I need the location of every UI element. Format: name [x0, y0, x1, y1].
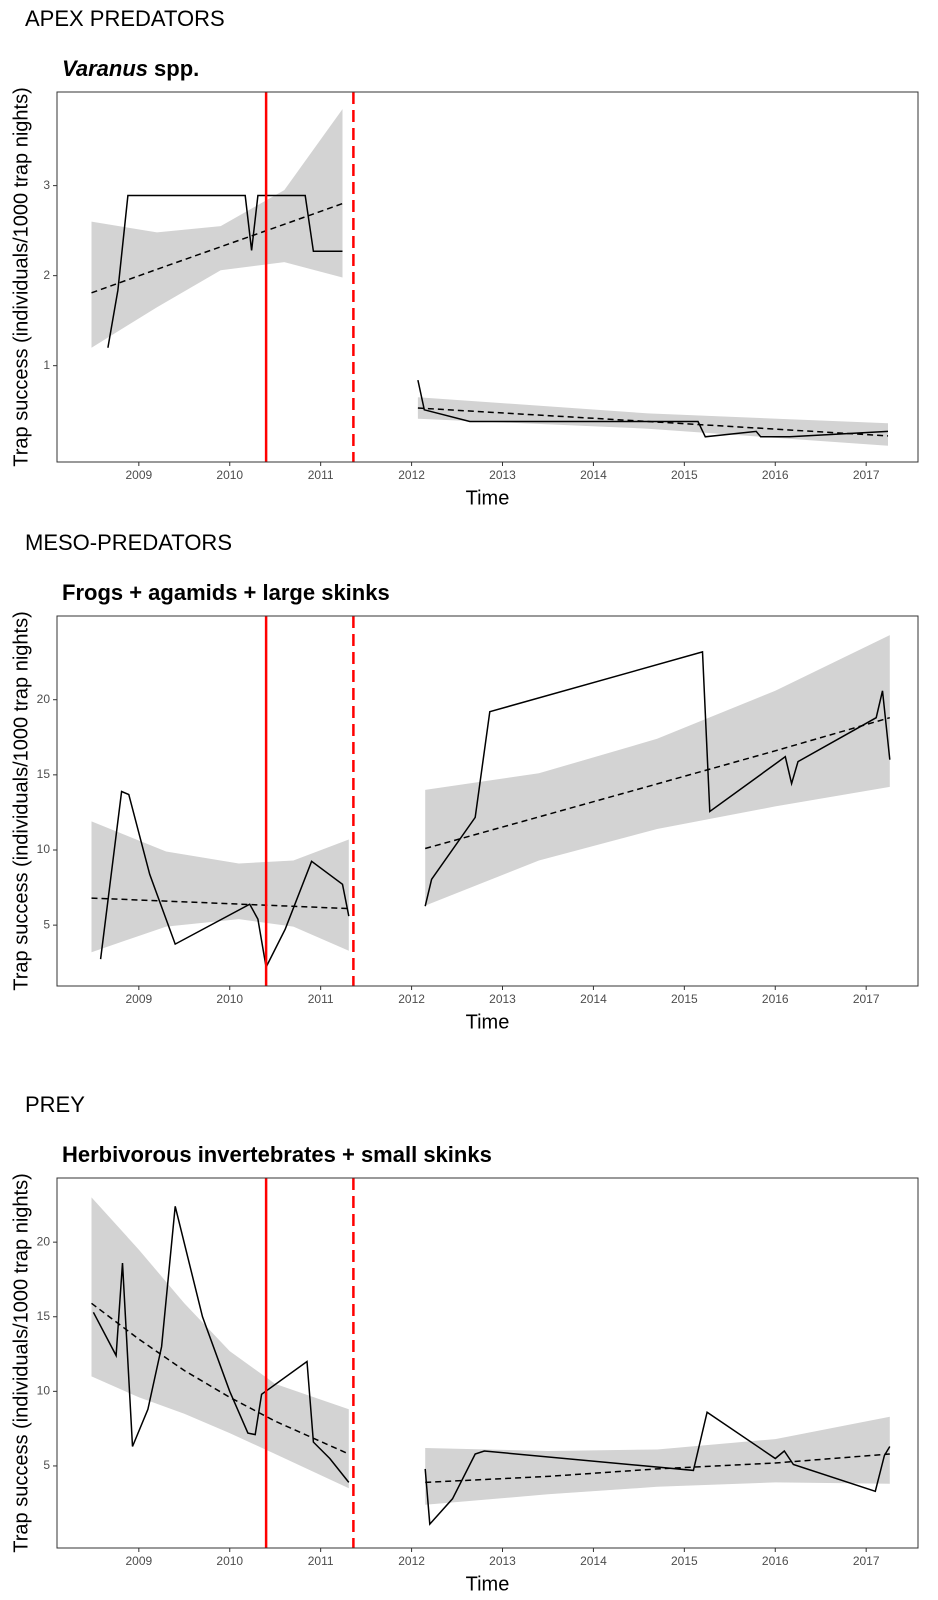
x-tick-label: 2015 [671, 468, 698, 482]
panel: PREY Herbivorous invertebrates + small sk… [10, 1092, 918, 1595]
x-axis-label: Time [466, 1573, 510, 1595]
body: {"chart_data": [ {"type": "line", "secti… [0, 0, 938, 1600]
section-heading: PREY [25, 1092, 85, 1117]
title-text: spp. [154, 56, 199, 81]
y-tick-label: 20 [37, 1234, 51, 1248]
x-tick-label: 2013 [489, 992, 516, 1006]
y-tick-label: 10 [37, 1384, 51, 1398]
x-tick-label: 2016 [762, 992, 789, 1006]
x-tick-label: 2016 [762, 1554, 789, 1568]
x-tick-label: 2014 [580, 468, 607, 482]
x-tick-label: 2017 [853, 992, 880, 1006]
figure: APEX PREDATORSVaranusspp.200920102011201… [0, 0, 938, 1600]
y-tick-label: 15 [37, 1309, 51, 1323]
y-axis-label: Trap success (individuals/1000 trap nigh… [10, 611, 32, 990]
x-tick-label: 2010 [216, 468, 243, 482]
x-tick-label: 2014 [580, 1554, 607, 1568]
x-tick-label: 2014 [580, 992, 607, 1006]
confidence-band [92, 821, 349, 952]
x-tick-label: 2013 [489, 468, 516, 482]
x-tick-label: 2017 [853, 468, 880, 482]
x-tick-label: 2010 [216, 992, 243, 1006]
y-axis-label: Trap success (individuals/1000 trap nigh… [10, 87, 32, 466]
y-axis-label: Trap success (individuals/1000 trap nigh… [10, 1173, 32, 1552]
x-tick-label: 2011 [308, 1554, 334, 1568]
x-tick-label: 2012 [398, 468, 425, 482]
panel-title: Frogs + agamids + large skinks [62, 580, 390, 605]
confidence-band [425, 635, 890, 906]
title-text: Herbivorous invertebrates + small skinks [62, 1142, 492, 1167]
section-heading: MESO-PREDATORS [25, 530, 232, 555]
y-tick-label: 15 [37, 767, 51, 781]
x-tick-label: 2011 [308, 992, 334, 1006]
x-tick-label: 2009 [125, 468, 152, 482]
x-tick-label: 2012 [398, 1554, 425, 1568]
x-tick-label: 2015 [671, 992, 698, 1006]
y-tick-label: 1 [43, 358, 50, 372]
y-tick-label: 5 [43, 1458, 50, 1472]
y-tick-label: 2 [43, 268, 50, 282]
panel: MESO-PREDATORS Frogs + agamids + large sk… [10, 530, 918, 1033]
x-axis-label: Time [466, 1011, 510, 1033]
x-tick-label: 2015 [671, 1554, 698, 1568]
confidence-band [92, 109, 343, 348]
page: Trap success over time html, body { marg… [0, 0, 938, 1600]
x-tick-label: 2010 [216, 1554, 243, 1568]
x-tick-label: 2013 [489, 1554, 516, 1568]
x-tick-label: 2017 [853, 1554, 880, 1568]
x-axis-label: Time [466, 487, 510, 509]
confidence-band [92, 1197, 349, 1488]
confidence-band [425, 1417, 890, 1505]
y-tick-label: 20 [37, 692, 51, 706]
y-tick-label: 10 [37, 842, 51, 856]
y-tick-label: 5 [43, 917, 50, 931]
x-tick-label: 2009 [125, 992, 152, 1006]
x-tick-label: 2012 [398, 992, 425, 1006]
panel-title: Herbivorous invertebrates + small skinks [62, 1142, 492, 1167]
title-text: Frogs + agamids + large skinks [62, 580, 390, 605]
x-tick-label: 2011 [308, 468, 334, 482]
x-tick-label: 2009 [125, 1554, 152, 1568]
x-tick-label: 2016 [762, 468, 789, 482]
section-heading: APEX PREDATORS [25, 6, 225, 31]
y-tick-label: 3 [43, 178, 50, 192]
title-italic: Varanus [62, 56, 148, 81]
